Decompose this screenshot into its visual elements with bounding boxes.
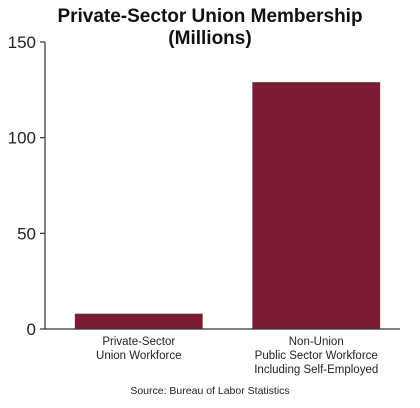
y-tick-label: 100 — [8, 129, 36, 148]
x-category-label: Private-Sector — [102, 336, 175, 348]
chart-title-line-2: (Millions) — [168, 28, 251, 49]
y-tick-label: 150 — [8, 33, 36, 52]
x-axis-labels: Private-Sector Union Workforce Non-Union Pu… — [96, 336, 378, 376]
source-note: Source: Bureau of Labor Statistics — [130, 385, 289, 397]
bar-2 — [252, 82, 381, 330]
chart-title: Private-Sector Union Membership(Millions… — [57, 6, 362, 49]
x-category-label: Union Workforce — [96, 350, 181, 362]
chart-title-line-1: Private-Sector Union Membership — [57, 6, 362, 27]
x-category-label: Public Sector Workforce — [255, 350, 378, 362]
y-tick-label: 0 — [27, 320, 36, 339]
x-category-label: Including Self-Employed — [254, 364, 378, 376]
y-tick-label: 50 — [17, 224, 36, 243]
bar-1 — [74, 313, 203, 329]
y-axis: 0 50 100 150 — [8, 33, 45, 339]
bars — [74, 82, 381, 330]
x-category-label: Non-Union — [289, 336, 344, 348]
